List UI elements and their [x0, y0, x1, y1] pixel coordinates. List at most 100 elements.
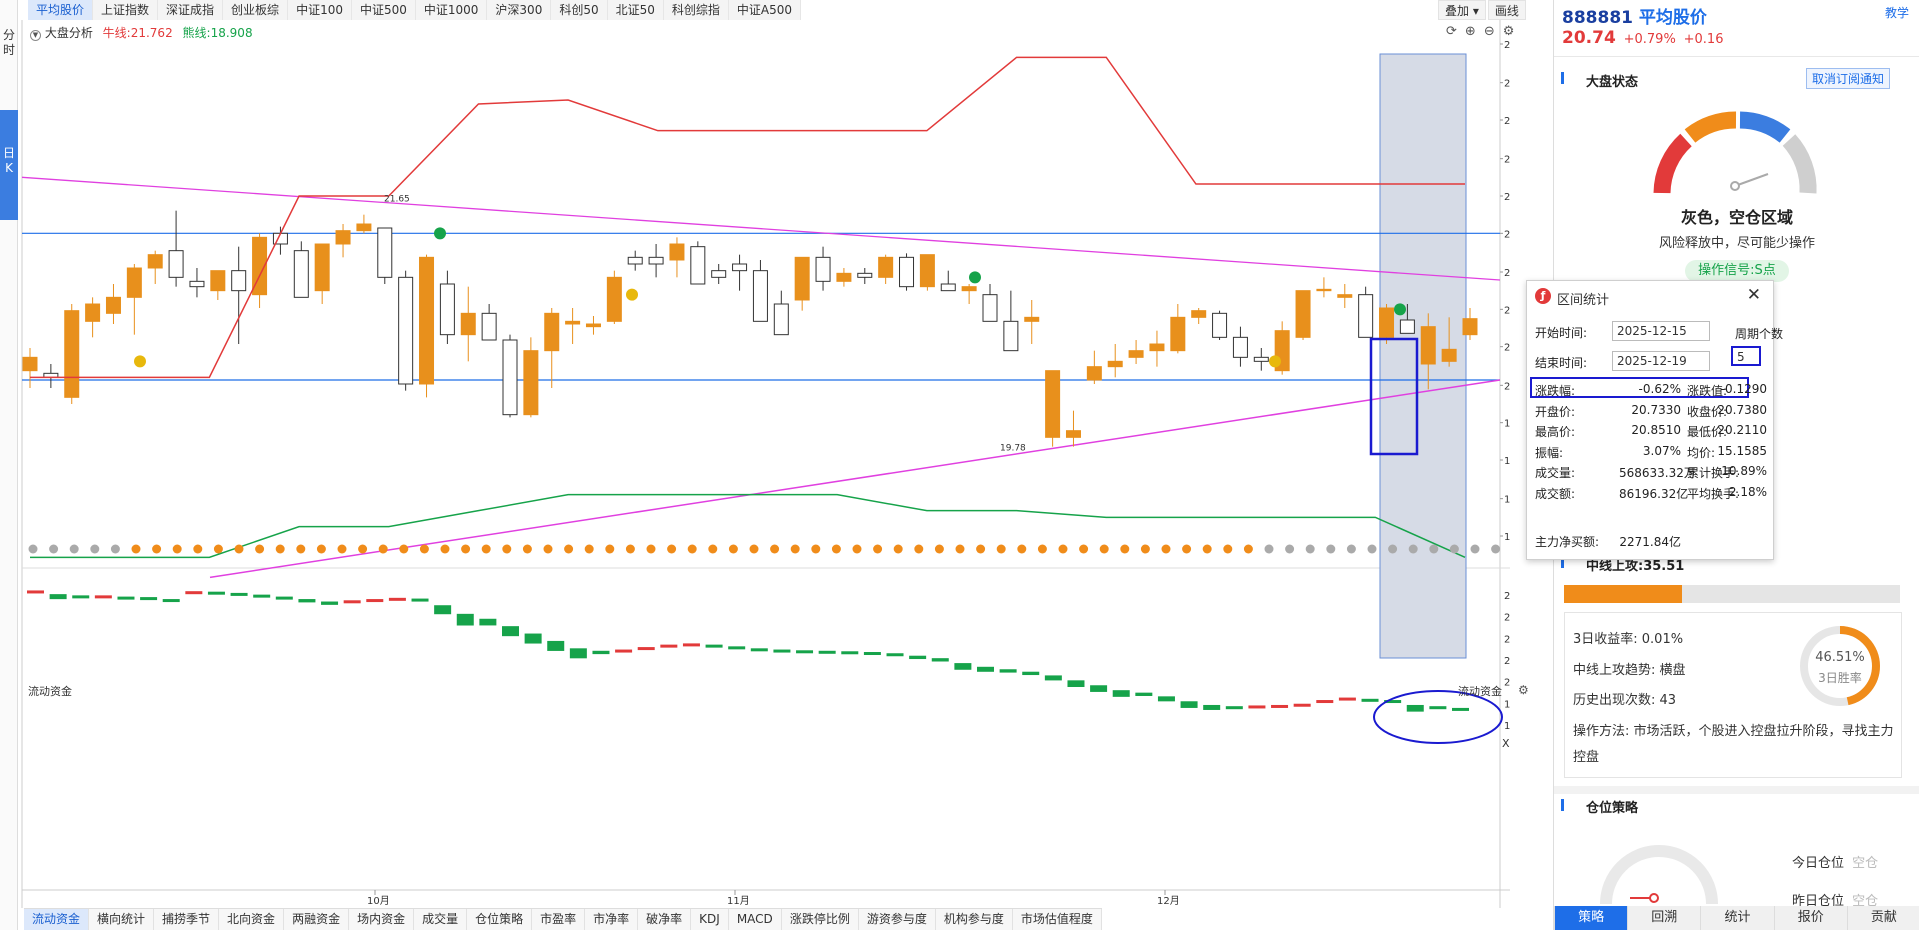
flow-bar — [207, 591, 225, 595]
index-tab[interactable]: 平均股价 — [28, 0, 94, 20]
index-tab[interactable]: 中证A500 — [728, 0, 802, 20]
flow-bar — [1361, 698, 1379, 702]
index-tab[interactable]: 上证指数 — [93, 0, 159, 20]
flow-bar — [411, 598, 429, 602]
period-count-input[interactable]: 5 — [1731, 346, 1761, 366]
right-panel-tab[interactable]: 策略 — [1554, 906, 1628, 930]
stat-label: 均价: — [1687, 445, 1716, 460]
index-tab[interactable]: 科创50 — [551, 0, 608, 20]
index-tab[interactable]: 中证100 — [288, 0, 352, 20]
candle-body — [1107, 360, 1123, 368]
indicator-tab[interactable]: 场内资金 — [349, 909, 415, 930]
index-tab[interactable]: 沪深300 — [487, 0, 552, 20]
candle-body — [502, 339, 518, 416]
mid-progress-fill — [1564, 585, 1682, 603]
zoom-out-icon[interactable]: ⊖ — [1483, 24, 1495, 39]
indicator-tab[interactable]: 北向资金 — [219, 909, 285, 930]
signal-dot — [1223, 544, 1233, 554]
gear-icon[interactable]: ⚙ — [1502, 24, 1515, 39]
flow-bar — [728, 646, 746, 650]
signal-dot — [1408, 544, 1418, 554]
flow-bar — [1044, 675, 1062, 681]
chart-name[interactable]: 大盘分析 — [44, 26, 93, 40]
stock-price: 20.74 — [1562, 28, 1616, 48]
flow-bar — [162, 599, 180, 603]
candle-body — [711, 270, 727, 278]
price-tick-label: 20.53 — [1504, 343, 1510, 354]
draw-line-button[interactable]: 画线 — [1487, 0, 1526, 20]
signal-dot — [1388, 544, 1398, 554]
price-tick-label: 22.23 — [1504, 116, 1510, 127]
right-panel-tab[interactable]: 报价 — [1773, 906, 1847, 930]
candle-body — [293, 250, 309, 298]
mid-progress-bar — [1564, 585, 1900, 603]
stat-label: 涨跌幅: — [1535, 384, 1576, 398]
flow-bar — [682, 643, 700, 647]
flow-bar — [1406, 704, 1424, 712]
mid-attack-title: 中线上攻:35.51 — [1586, 559, 1685, 574]
candle-body — [1462, 318, 1478, 336]
indicator-tab[interactable]: 市场估值程度 — [1013, 909, 1102, 930]
refresh-icon[interactable]: ⟳ — [1446, 24, 1457, 39]
candle-body — [439, 283, 455, 336]
stat-value: 20.7380 — [1717, 402, 1767, 417]
price-tick-label: 19.39 — [1504, 495, 1510, 506]
overlay-button[interactable]: 叠加 ▾ — [1438, 0, 1486, 20]
stat-label: 振幅: — [1535, 445, 1564, 460]
candle-body — [794, 256, 810, 301]
index-tab[interactable]: 科创综指 — [663, 0, 729, 20]
indicator-tab[interactable]: 市净率 — [585, 909, 639, 930]
rail-day-tab[interactable]: 日K — [0, 110, 18, 220]
indicator-tab[interactable]: MACD — [729, 909, 782, 930]
left-rail: 分时 日K — [0, 0, 18, 930]
right-panel-tab[interactable]: 贡献 — [1846, 906, 1919, 930]
bear-line — [30, 493, 1466, 559]
candle-body — [481, 312, 497, 341]
end-time-input[interactable]: 2025-12-19 — [1612, 351, 1710, 371]
candle-body — [606, 276, 622, 322]
main-chart[interactable]: 22.80 22.51 22.23 21.94 21.66 21.38 21.09 20.81… — [0, 20, 1510, 908]
flow-bar — [886, 653, 904, 657]
indicator-tab[interactable]: KDJ — [691, 909, 729, 930]
indicator-tab[interactable]: 涨跌停比例 — [782, 909, 859, 930]
right-panel-tab[interactable]: 回溯 — [1627, 906, 1701, 930]
index-tab[interactable]: 北证50 — [607, 0, 664, 20]
stat-value: 3.07% — [1642, 443, 1681, 458]
zoom-in-icon[interactable]: ⊕ — [1464, 24, 1476, 39]
indicator-tab[interactable]: 机构参与度 — [936, 909, 1013, 930]
index-tab[interactable]: 创业板综 — [223, 0, 289, 20]
right-panel-tab[interactable]: 统计 — [1700, 906, 1774, 930]
bear-line-label: 熊线:18.908 — [182, 26, 253, 40]
index-tab[interactable]: 深证成指 — [158, 0, 224, 20]
indicator-tab[interactable]: 两融资金 — [284, 909, 350, 930]
price-tick-label: 20.81 — [1504, 305, 1510, 316]
stat-value: 568633.32万 — [1619, 466, 1696, 480]
indicator-tab[interactable]: 流动资金 — [24, 909, 90, 930]
flow-bar — [977, 666, 994, 672]
flow-bar — [1452, 707, 1469, 711]
indicator-tab[interactable]: 捕捞季节 — [154, 909, 220, 930]
index-tab[interactable]: 中证1000 — [415, 0, 488, 20]
flow-bar — [547, 640, 565, 651]
indicator-tab[interactable]: 横向统计 — [89, 909, 155, 930]
indicator-tab[interactable]: 游资参与度 — [859, 909, 936, 930]
indicator-tab[interactable]: 破净率 — [638, 909, 692, 930]
signal-dot — [378, 544, 388, 554]
downtrend-line — [21, 176, 1501, 281]
unsubscribe-button[interactable]: 取消订阅通知 — [1806, 68, 1891, 89]
signal-dot — [419, 544, 429, 554]
flow-bar — [321, 601, 339, 605]
rail-min-label[interactable]: 分时 — [3, 28, 16, 57]
flow-bar — [773, 649, 791, 653]
index-tab[interactable]: 中证500 — [351, 0, 416, 20]
close-icon[interactable]: ✕ — [1746, 285, 1761, 305]
start-time-input[interactable]: 2025-12-15 — [1612, 321, 1710, 341]
teach-link[interactable]: 教学 — [1884, 6, 1909, 20]
flow-settings-icon[interactable]: ⚙ — [1518, 683, 1529, 697]
indicator-tab[interactable]: 市盈率 — [532, 909, 586, 930]
flow-bar — [502, 626, 519, 637]
indicator-tab[interactable]: 成交量 — [414, 909, 468, 930]
chevron-down-icon[interactable]: ▼ — [30, 30, 41, 41]
signal-dot — [564, 544, 574, 554]
indicator-tab[interactable]: 仓位策略 — [467, 909, 533, 930]
